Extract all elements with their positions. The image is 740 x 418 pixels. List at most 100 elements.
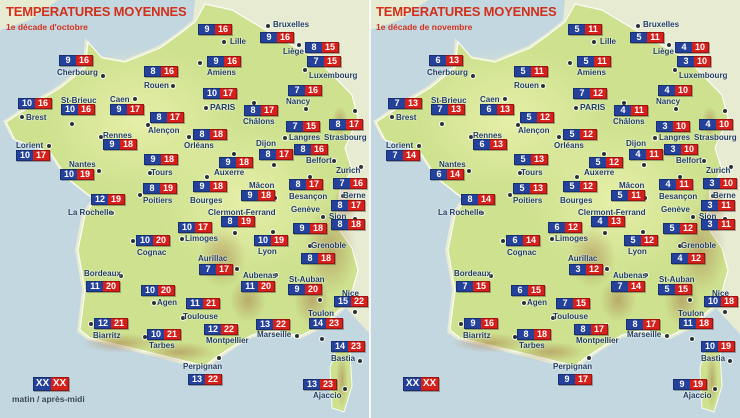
city-label: Bastia [701,354,726,363]
city-dot [642,163,646,167]
afternoon-temp: 11 [647,32,664,43]
temp-badge: 10 19 [701,341,735,352]
city-dot [99,135,103,139]
temp-badge: 8 19 [143,183,177,194]
city-dot [47,144,51,148]
afternoon-temp: 12 [580,181,597,192]
afternoon-temp: 12 [586,264,603,275]
afternoon-temp: 18 [161,154,178,165]
temp-badge: 7 15 [286,121,320,132]
afternoon-temp: 13 [405,98,422,109]
afternoon-temp: 14 [478,194,495,205]
city-dot [297,43,301,47]
morning-temp: 4 [629,149,646,160]
city-dot [233,231,237,235]
city-label: Cognac [137,248,167,257]
morning-temp: 4 [614,105,631,116]
city-label: Lyon [258,247,277,256]
morning-temp: 9 [293,223,310,234]
city-label: Limoges [555,234,588,243]
morning-temp: 9 [144,154,161,165]
city-label: Clermont-Ferrand [208,208,276,217]
legend-caption: matin / après-midi [12,394,85,404]
city-label: Luxembourg [309,71,358,80]
temp-badge: 7 15 [556,298,590,309]
city-dot [440,122,444,126]
city-dot [723,310,727,314]
temp-badge: 5 12 [624,235,658,246]
city-label: St-Auban [289,275,325,284]
city-dot [678,244,682,248]
temp-badge: 7 15 [456,281,490,292]
temp-badge: 9 16 [207,56,241,67]
afternoon-temp: 12 [537,112,554,123]
afternoon-temp: 15 [303,121,320,132]
city-label: Ajaccio [313,391,342,400]
city-dot [343,387,347,391]
afternoon-temp: 16 [161,66,178,77]
temp-badge: 15 22 [334,296,368,307]
temp-badge: 6 13 [480,104,514,115]
afternoon-temp: 19 [238,216,255,227]
morning-temp: 10 [16,150,33,161]
morning-temp: 3 [656,121,673,132]
city-dot [641,230,645,234]
afternoon-temp: 19 [108,194,125,205]
temp-badge: 5 12 [563,181,597,192]
city-dot [489,274,493,278]
morning-temp: 10 [147,329,164,340]
temp-badge: 11 21 [186,298,220,309]
temp-badge: 3 10 [656,121,690,132]
morning-temp: 7 [611,281,628,292]
city-label: Orléans [554,141,584,150]
afternoon-temp: 18 [120,139,137,150]
france-map-graphic [0,0,370,418]
morning-temp: 9 [207,56,224,67]
city-dot [252,101,256,105]
morning-temp: 8 [305,42,322,53]
afternoon-temp: 11 [585,24,602,35]
temp-badge: 4 10 [699,119,733,130]
city-dot [643,196,647,200]
city-label: Clermont-Ferrand [578,208,646,217]
morning-temp: 5 [658,284,675,295]
morning-temp: 7 [386,150,403,161]
city-label: Besançon [289,192,328,201]
afternoon-temp: 11 [646,149,663,160]
city-label: Besançon [659,192,698,201]
temp-badge: 14 23 [331,341,365,352]
city-label: Toulouse [553,312,588,321]
morning-temp: 11 [86,281,103,292]
city-label: La Rochelle [68,208,113,217]
city-label: Bourges [190,196,223,205]
city-dot [303,68,307,72]
morning-temp: 10 [203,88,220,99]
morning-temp: 8 [143,183,160,194]
temp-badge: 4 12 [671,253,705,264]
morning-temp: 10 [178,222,195,233]
city-dot [353,109,357,113]
city-dot [353,310,357,314]
temp-badge: 4 11 [614,105,648,116]
afternoon-temp: 16 [311,144,328,155]
city-dot [318,298,322,302]
city-dot [235,267,239,271]
city-label: Châlons [613,117,645,126]
city-dot [713,387,717,391]
city-dot [358,359,362,363]
afternoon-temp: 19 [718,341,735,352]
afternoon-temp: 18 [721,296,738,307]
afternoon-temp: 17 [167,112,184,123]
city-dot [217,356,221,360]
temp-badge: 8 18 [331,219,365,230]
afternoon-temp: 12 [590,88,607,99]
city-label: Lyon [628,247,647,256]
city-dot [667,43,671,47]
city-label: Nantes [69,160,96,169]
afternoon-temp: 15 [573,298,590,309]
city-label: Nancy [656,97,681,106]
city-dot [198,61,202,65]
temp-badge: 4 10 [675,42,709,53]
city-dot [187,135,191,139]
temp-badge: 8 17 [626,319,660,330]
